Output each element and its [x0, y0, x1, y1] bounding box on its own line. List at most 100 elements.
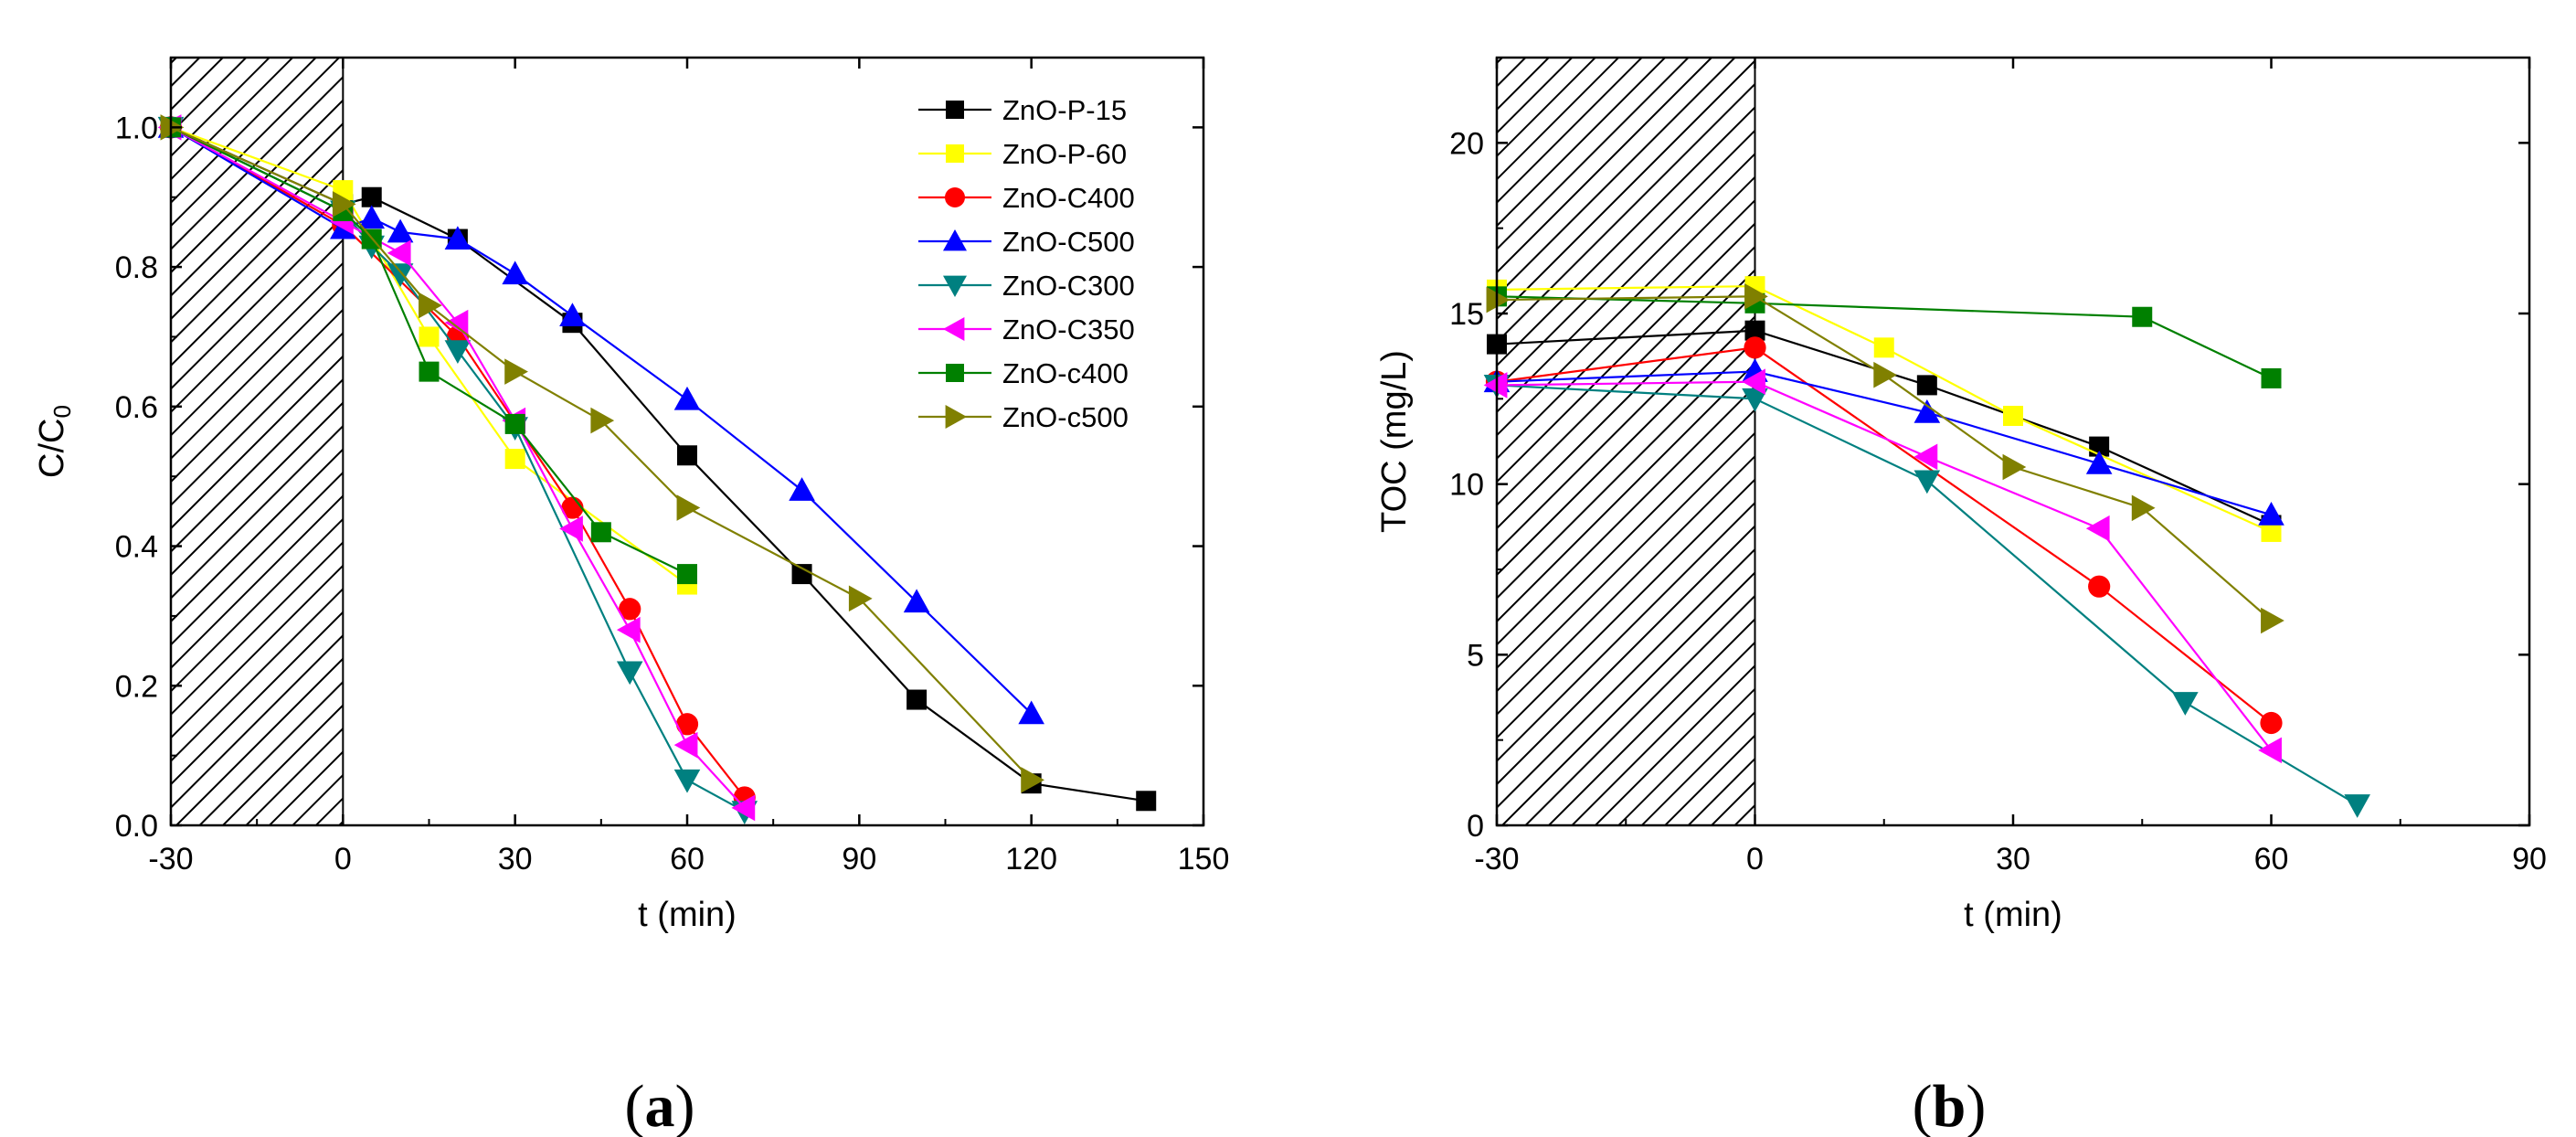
data-point-zno-p-15	[677, 445, 697, 466]
data-point-zno-c500	[848, 585, 873, 612]
x-tick-label: -30	[1474, 842, 1519, 877]
data-point-zno-c500	[387, 218, 414, 243]
data-point-zno-c500	[2131, 494, 2156, 522]
data-point-zno-c350	[387, 239, 411, 267]
dark-adsorption-region	[171, 58, 344, 825]
y-tick-label: 15	[1449, 297, 1484, 332]
y-tick-label: 0.2	[115, 669, 158, 704]
x-axis-title: t (min)	[1964, 896, 2062, 934]
y-tick-label: 5	[1467, 638, 1484, 673]
data-point-zno-p-60	[419, 326, 440, 347]
chart-panel-a: -30 0 30 60 90 120 150 0.0 0.2 0.4 0.6 0.8 1.0 t (mi…	[33, 56, 1230, 1137]
legend-label: ZnO-C350	[1002, 313, 1135, 345]
data-point-zno-c300	[444, 340, 472, 365]
data-point-zno-c400	[419, 361, 440, 382]
dark-adsorption-region	[1497, 58, 1755, 825]
data-point-zno-c400	[590, 522, 611, 543]
data-point-zno-c500	[903, 589, 930, 613]
data-point-zno-c300	[2344, 794, 2370, 818]
y-tick-label: 10	[1449, 468, 1484, 503]
data-point-zno-c400	[619, 598, 641, 621]
data-point-zno-c500	[676, 494, 701, 521]
series-layer	[157, 58, 1157, 825]
data-point-zno-c500	[2261, 607, 2284, 634]
data-point-zno-p-15	[1916, 375, 1937, 396]
legend: ZnO-P-15 ZnO-P-60 ZnO-C400 ZnO-C500 ZnO-C300…	[918, 94, 1135, 433]
data-point-zno-c400	[675, 713, 699, 736]
panel-label-a: (a)	[625, 1073, 695, 1137]
legend-marker	[943, 229, 967, 251]
data-point-zno-p-60	[2261, 521, 2282, 542]
data-point-zno-c400	[504, 413, 525, 434]
legend-marker	[946, 144, 964, 163]
panel-letter-a: a	[645, 1073, 675, 1137]
series-line-zno-c500	[170, 126, 1033, 781]
series-line-zno-p-15	[170, 126, 1147, 802]
series-layer	[1483, 58, 2370, 825]
data-point-zno-c400	[2261, 367, 2282, 388]
legend-label: ZnO-C400	[1002, 182, 1135, 214]
data-point-zno-c500	[2002, 453, 2027, 481]
data-point-zno-p-60	[1873, 337, 1894, 358]
x-tick-label: 60	[2254, 842, 2289, 877]
panel-label-b: (b)	[1913, 1073, 1987, 1137]
x-tick-label: 30	[1996, 842, 2030, 877]
data-point-zno-p-60	[504, 449, 525, 470]
legend-label: ZnO-C300	[1002, 270, 1135, 302]
y-tick-label: 0.6	[115, 390, 158, 425]
data-point-zno-c300	[1913, 470, 1941, 494]
data-point-zno-c500	[673, 386, 701, 410]
legend-marker	[946, 101, 964, 119]
data-point-zno-c500	[590, 407, 615, 434]
data-point-zno-c500	[444, 226, 472, 250]
data-point-zno-p-15	[1744, 320, 1765, 341]
data-point-zno-c500	[504, 358, 528, 385]
data-point-zno-c500	[2258, 501, 2284, 526]
y-tick-label: 0.8	[115, 250, 158, 285]
x-tick-label: 120	[1005, 842, 1057, 877]
legend-label: ZnO-c400	[1002, 357, 1129, 389]
y-axis-title: TOC (mg/L)	[1375, 350, 1414, 533]
x-tick-label: 90	[2512, 842, 2547, 877]
data-point-zno-c400	[1744, 336, 1766, 359]
legend-marker	[945, 187, 965, 207]
data-point-zno-c500	[1873, 361, 1898, 388]
panel-letter-b: b	[1933, 1073, 1966, 1137]
data-point-zno-p-15	[361, 186, 382, 207]
data-point-zno-c500	[1744, 283, 1768, 310]
data-point-zno-c500	[1486, 286, 1511, 313]
data-point-zno-c500	[1018, 700, 1044, 725]
x-tick-label: 0	[334, 842, 352, 877]
series-line-zno-c400	[1496, 346, 2273, 724]
series-line-zno-c400	[1496, 295, 2272, 379]
data-point-zno-c300	[616, 661, 643, 685]
axes: -30 0 30 60 90 120 150 0.0 0.2 0.4 0.6 0.8 1.0	[115, 58, 1230, 877]
y-axis-title-subscript: 0	[48, 405, 76, 418]
x-tick-label: 90	[842, 842, 876, 877]
x-tick-label: 150	[1178, 842, 1230, 877]
data-point-zno-c400	[2260, 711, 2283, 735]
legend-label: ZnO-C500	[1002, 226, 1135, 258]
data-point-zno-c500	[559, 303, 586, 326]
data-point-zno-c400	[2132, 306, 2153, 327]
data-point-zno-p-60	[2003, 406, 2023, 426]
y-tick-label: 0.4	[115, 530, 158, 565]
data-point-zno-c350	[1913, 443, 1938, 471]
legend-marker	[943, 275, 967, 297]
x-tick-label: 30	[498, 842, 533, 877]
data-point-zno-c350	[731, 794, 756, 822]
y-axis-title-main: C/C	[33, 419, 71, 478]
data-point-zno-c300	[673, 769, 701, 793]
data-point-zno-c500	[1913, 398, 1941, 423]
legend-marker	[945, 405, 967, 429]
legend-label: ZnO-c500	[1002, 401, 1129, 433]
data-point-zno-c500	[1021, 767, 1044, 793]
x-tick-label: -30	[148, 842, 193, 877]
data-point-zno-c500	[332, 191, 356, 218]
data-point-zno-c350	[444, 309, 469, 336]
legend-marker	[946, 364, 964, 382]
y-tick-label: 1.0	[115, 111, 158, 145]
x-axis-title: t (min)	[638, 896, 737, 934]
